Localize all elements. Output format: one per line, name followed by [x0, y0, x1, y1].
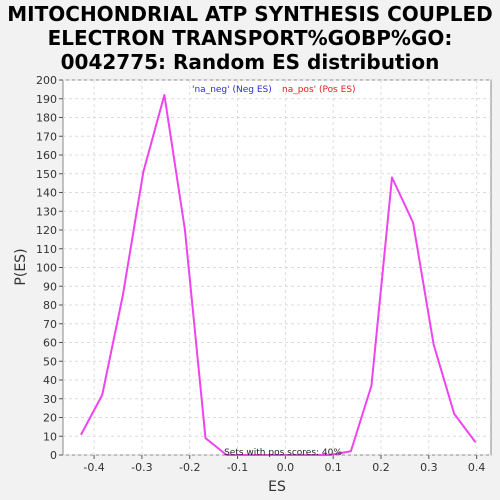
data-point: [329, 454, 331, 456]
y-tick-label: 180: [36, 112, 57, 125]
y-tick-label: 90: [43, 280, 57, 293]
data-point: [246, 454, 248, 456]
x-tick-label: 0.2: [372, 461, 390, 474]
data-point: [266, 454, 269, 456]
y-tick-label: 120: [36, 224, 57, 237]
y-tick-label: 140: [36, 187, 57, 200]
y-tick-label: 110: [36, 243, 57, 256]
es-distribution-line: [80, 94, 477, 456]
x-tick-label: 0.1: [324, 461, 342, 474]
data-point: [391, 176, 393, 179]
y-axis-label: P(ES): [13, 248, 29, 285]
x-tick-label: -0.3: [131, 461, 152, 474]
chart-title-line-3: 0042775: Random ES distribution: [60, 50, 440, 74]
data-point: [350, 450, 352, 453]
legend-neg-label: 'na_neg' (Neg ES): [192, 85, 272, 95]
data-point: [453, 412, 455, 415]
x-tick-label: 0.0: [277, 461, 295, 474]
series-layer: [80, 94, 477, 456]
tick-layer: -0.4 -0.3 -0.2 -0.1 0.0 0.1 0.2 0.3 0.4 0 10 20 30 40…: [36, 74, 485, 474]
y-tick-label: 10: [43, 430, 57, 443]
x-tick-label: -0.1: [227, 461, 248, 474]
data-point: [412, 221, 414, 224]
data-point: [121, 294, 124, 297]
x-tick-label: 0.3: [420, 461, 438, 474]
data-point: [474, 441, 477, 443]
chart-title-line-2: ELECTRON TRANSPORT%GOBP%GO:: [47, 26, 453, 50]
y-tick-label: 170: [36, 130, 57, 143]
y-tick-label: 20: [43, 412, 57, 425]
pos-score-annotation: Sets with pos scores: 40%: [224, 448, 342, 458]
x-tick-label: 0.4: [468, 461, 486, 474]
data-point: [308, 454, 311, 456]
y-tick-label: 50: [43, 355, 57, 368]
y-tick-label: 130: [36, 205, 57, 218]
data-point: [432, 343, 435, 346]
chart-title-line-1: MITOCHONDRIAL ATP SYNTHESIS COUPLED: [7, 2, 493, 26]
data-point: [225, 454, 228, 456]
y-tick-label: 40: [43, 374, 57, 387]
legend-pos-label: na_pos' (Pos ES): [282, 85, 356, 95]
y-tick-label: 160: [36, 149, 57, 162]
y-tick-label: 150: [36, 168, 57, 181]
data-point: [101, 394, 104, 396]
x-tick-label: -0.2: [179, 461, 200, 474]
y-tick-label: 190: [36, 93, 57, 106]
data-point: [80, 433, 82, 436]
data-point: [142, 171, 145, 173]
x-tick-label: -0.4: [83, 461, 104, 474]
y-tick-label: 70: [43, 318, 57, 331]
y-tick-label: 80: [43, 299, 57, 312]
y-tick-label: 0: [50, 449, 57, 462]
data-point: [370, 384, 373, 387]
y-tick-label: 60: [43, 337, 57, 350]
y-tick-label: 200: [36, 74, 57, 87]
x-axis-label: ES: [268, 479, 286, 495]
data-point: [204, 437, 207, 439]
y-tick-label: 100: [36, 262, 57, 275]
data-point: [163, 94, 166, 96]
data-point: [184, 229, 186, 231]
y-tick-label: 30: [43, 393, 57, 406]
grid-layer: [63, 79, 491, 456]
data-point: [287, 454, 290, 456]
